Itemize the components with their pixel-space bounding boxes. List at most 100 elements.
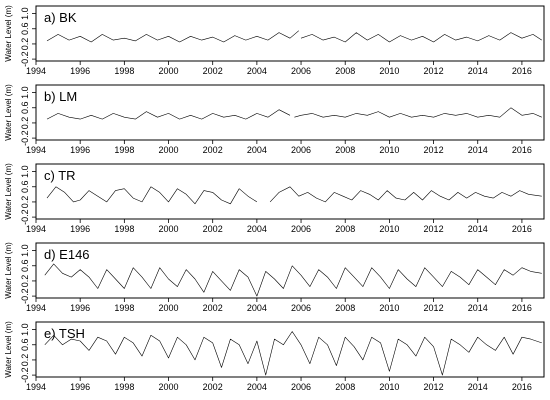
x-tick-label: 1996 xyxy=(70,382,90,392)
plot-frame xyxy=(35,5,545,62)
x-tick-label: 1998 xyxy=(114,224,134,234)
chart-panel-5: e) TSH Water Level (m) -0.20.2 0.6 1.0 1994 19… xyxy=(4,321,545,392)
x-tick-label: 2002 xyxy=(203,224,223,234)
x-tick-label: 2002 xyxy=(203,145,223,155)
x-tick-label: 2000 xyxy=(159,224,179,234)
x-tick-label: 2000 xyxy=(159,382,179,392)
series-line-segment xyxy=(46,109,291,120)
x-tick-label: 1994 xyxy=(26,66,46,76)
x-tick-label: 2010 xyxy=(379,303,399,313)
series-line-segment xyxy=(300,32,542,43)
x-tick-label: 2012 xyxy=(424,224,444,234)
x-tick-label: 2000 xyxy=(159,145,179,155)
x-tick-label: 1998 xyxy=(114,303,134,313)
x-tick-label: 2002 xyxy=(203,66,223,76)
y-axis-label: Water Level (m) xyxy=(4,5,13,62)
x-tick-label: 1998 xyxy=(114,66,134,76)
x-tick-label: 2014 xyxy=(468,303,488,313)
x-tick-label: 2016 xyxy=(512,66,532,76)
x-tick-label: 2014 xyxy=(468,224,488,234)
y-tick-label: 0.2 xyxy=(20,117,30,130)
series-line-segment xyxy=(46,186,258,205)
x-tick-label: 2016 xyxy=(512,382,532,392)
x-tick-label: 2004 xyxy=(247,145,267,155)
x-tick-label: 2008 xyxy=(335,224,355,234)
y-tick-label: 0.6 xyxy=(20,102,30,115)
y-axis-label: Water Level (m) xyxy=(4,321,13,378)
plot-frame xyxy=(35,321,545,378)
x-tick-label: 2006 xyxy=(291,66,311,76)
x-tick-label: 1996 xyxy=(70,66,90,76)
x-tick-label: 2012 xyxy=(424,66,444,76)
chart-panel-3: c) TR Water Level (m) -0.20.2 0.6 1.0 1994 199… xyxy=(4,163,545,234)
x-tick-label: 1996 xyxy=(70,145,90,155)
panel-label: c) TR xyxy=(44,168,76,183)
y-tick-label: -0.2 xyxy=(20,288,30,304)
panel-label: b) LM xyxy=(44,89,77,104)
y-tick-label: -0.2 xyxy=(20,130,30,146)
x-tick-label: 2016 xyxy=(512,303,532,313)
x-tick-label: 1996 xyxy=(70,303,90,313)
x-tick-label: 2012 xyxy=(424,382,444,392)
series-line-segment xyxy=(44,263,542,297)
y-tick-label: 0.2 xyxy=(20,354,30,367)
x-tick-label: 2006 xyxy=(291,224,311,234)
x-tick-label: 2012 xyxy=(424,145,444,155)
chart-panel-1: a) BK Water Level (m) -0.20.2 0.6 1.0 1994 199… xyxy=(4,5,545,76)
x-tick-label: 2008 xyxy=(335,303,355,313)
panel-label: a) BK xyxy=(44,10,77,25)
x-tick-label: 1994 xyxy=(26,224,46,234)
x-tick-label: 1996 xyxy=(70,224,90,234)
x-tick-label: 2006 xyxy=(291,145,311,155)
x-tick-label: 2010 xyxy=(379,145,399,155)
x-tick-label: 2008 xyxy=(335,145,355,155)
chart-panel-2: b) LM Water Level (m) -0.20.2 0.6 1.0 1994 199… xyxy=(4,84,545,155)
x-tick-label: 1994 xyxy=(26,303,46,313)
x-tick-label: 2012 xyxy=(424,303,444,313)
plot-frame xyxy=(35,84,545,141)
x-tick-label: 2000 xyxy=(159,66,179,76)
x-tick-label: 2010 xyxy=(379,224,399,234)
x-tick-label: 2014 xyxy=(468,145,488,155)
x-tick-label: 2004 xyxy=(247,303,267,313)
plot-frame xyxy=(35,163,545,220)
y-tick-label: 0.2 xyxy=(20,38,30,51)
x-tick-label: 1998 xyxy=(114,145,134,155)
y-tick-label: 0.6 xyxy=(20,181,30,194)
y-tick-label: 1.0 xyxy=(20,86,30,99)
y-tick-label: 0.2 xyxy=(20,275,30,288)
y-tick-label: 0.6 xyxy=(20,339,30,352)
x-tick-label: 2010 xyxy=(379,66,399,76)
chart-panel-4: d) E146 Water Level (m) -0.20.2 0.6 1.0 1994 1… xyxy=(4,242,545,313)
y-axis-label: Water Level (m) xyxy=(4,84,13,141)
panel-label: e) TSH xyxy=(44,326,85,341)
x-tick-label: 2002 xyxy=(203,382,223,392)
x-tick-label: 2008 xyxy=(335,382,355,392)
x-tick-label: 2004 xyxy=(247,66,267,76)
y-tick-label: 1.0 xyxy=(20,7,30,20)
y-tick-label: -0.2 xyxy=(20,367,30,383)
series-line-segment xyxy=(44,331,542,376)
x-tick-label: 2016 xyxy=(512,145,532,155)
y-tick-label: -0.2 xyxy=(20,209,30,225)
x-tick-label: 1998 xyxy=(114,382,134,392)
y-tick-label: 1.0 xyxy=(20,165,30,178)
x-tick-label: 1994 xyxy=(26,145,46,155)
panel-label: d) E146 xyxy=(44,247,90,262)
x-tick-label: 2004 xyxy=(247,382,267,392)
plot-frame xyxy=(35,242,545,299)
series-line-segment xyxy=(46,30,299,43)
x-tick-label: 2008 xyxy=(335,66,355,76)
x-tick-label: 2000 xyxy=(159,303,179,313)
x-tick-label: 2010 xyxy=(379,382,399,392)
y-tick-label: 1.0 xyxy=(20,323,30,336)
y-tick-label: 0.6 xyxy=(20,260,30,273)
x-tick-label: 2016 xyxy=(512,224,532,234)
y-tick-label: 1.0 xyxy=(20,244,30,257)
y-tick-label: -0.2 xyxy=(20,51,30,67)
x-tick-label: 2004 xyxy=(247,224,267,234)
y-axis-label: Water Level (m) xyxy=(4,242,13,299)
x-tick-label: 2006 xyxy=(291,382,311,392)
series-line-segment xyxy=(269,186,542,203)
